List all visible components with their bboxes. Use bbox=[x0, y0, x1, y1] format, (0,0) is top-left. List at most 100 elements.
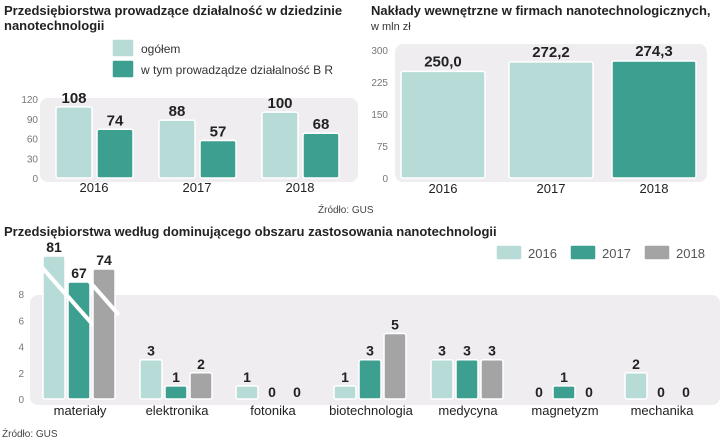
data-label: 2 bbox=[632, 356, 640, 372]
y-tick-label: 90 bbox=[27, 115, 39, 126]
data-label: 74 bbox=[96, 252, 112, 268]
y-tick-label: 2 bbox=[18, 369, 24, 380]
y-tick-label: 300 bbox=[371, 46, 388, 57]
data-label: 3 bbox=[463, 343, 471, 359]
x-tick-label: 2016 bbox=[429, 181, 458, 196]
legend-label: 2016 bbox=[528, 246, 557, 261]
bar-biotechnologia-2018 bbox=[383, 332, 407, 400]
bar-2018-br bbox=[302, 132, 340, 179]
y-tick-label: 0 bbox=[382, 174, 388, 185]
bar-2016-br bbox=[96, 128, 134, 179]
y-tick-label: 60 bbox=[27, 135, 39, 146]
chart3-source: Źródło: GUS bbox=[2, 429, 58, 440]
x-tick-label: mechanika bbox=[631, 403, 695, 418]
data-label: 3 bbox=[366, 343, 374, 359]
data-label: 81 bbox=[46, 239, 62, 255]
bar-medycyna-2017 bbox=[455, 358, 479, 400]
y-tick-label: 120 bbox=[21, 95, 38, 106]
x-tick-label: 2017 bbox=[183, 180, 212, 195]
data-label: 74 bbox=[107, 112, 124, 129]
x-tick-label: fotonika bbox=[250, 403, 296, 418]
data-label: 1 bbox=[560, 369, 568, 385]
data-label: 0 bbox=[268, 384, 276, 400]
data-label: 108 bbox=[61, 90, 86, 107]
chart2-title: Nakłady wewnętrzne w firmach nanotechnol… bbox=[371, 3, 711, 18]
legend-label-br: w tym prowadządze działalność B R bbox=[140, 63, 333, 77]
data-label: 0 bbox=[682, 384, 690, 400]
legend-swatch-br bbox=[111, 59, 135, 79]
data-label: 0 bbox=[293, 384, 301, 400]
bar-mechanika-2016 bbox=[624, 372, 648, 400]
data-label: 1 bbox=[341, 369, 349, 385]
data-label: 68 bbox=[313, 116, 330, 133]
x-tick-label: magnetyzm bbox=[531, 403, 598, 418]
data-label: 67 bbox=[71, 265, 87, 281]
data-label: 57 bbox=[210, 123, 227, 140]
data-label: 1 bbox=[243, 369, 251, 385]
data-label: 2 bbox=[197, 356, 205, 372]
y-tick-label: 30 bbox=[27, 154, 39, 165]
data-label: 274,3 bbox=[635, 43, 673, 60]
legend-swatch-2016 bbox=[495, 244, 523, 261]
data-label: 3 bbox=[488, 343, 496, 359]
x-tick-label: medycyna bbox=[438, 403, 498, 418]
legend-label: 2017 bbox=[602, 246, 631, 261]
bar-2016-total bbox=[55, 106, 93, 179]
data-label: 100 bbox=[267, 95, 292, 112]
data-label: 0 bbox=[585, 384, 593, 400]
bar-2018 bbox=[611, 60, 697, 179]
y-tick-label: 75 bbox=[377, 142, 389, 153]
bar-materiały-2017 bbox=[67, 281, 91, 400]
x-tick-label: 2018 bbox=[640, 181, 669, 196]
data-label: 250,0 bbox=[424, 53, 462, 70]
bar-materiały-2016 bbox=[42, 255, 66, 400]
data-label: 3 bbox=[147, 343, 155, 359]
bar-biotechnologia-2017 bbox=[358, 358, 382, 400]
legend-swatch-ogolem bbox=[111, 38, 135, 58]
y-tick-label: 150 bbox=[371, 110, 388, 121]
bar-fotonika-2016 bbox=[235, 385, 259, 400]
legend-swatch-2017 bbox=[569, 244, 597, 261]
bar-medycyna-2016 bbox=[430, 358, 454, 400]
data-label: 272,2 bbox=[532, 44, 570, 61]
bar-2018-total bbox=[261, 111, 299, 179]
data-label: 88 bbox=[169, 103, 186, 120]
data-label: 0 bbox=[657, 384, 665, 400]
axis-break-mark bbox=[62, 290, 96, 328]
y-tick-label: 8 bbox=[18, 290, 24, 301]
y-tick-label: 4 bbox=[18, 343, 24, 354]
x-tick-label: 2016 bbox=[80, 180, 109, 195]
bar-elektronika-2018 bbox=[189, 372, 213, 400]
legend-label: 2018 bbox=[676, 246, 705, 261]
data-label: 3 bbox=[438, 343, 446, 359]
bar-medycyna-2018 bbox=[480, 358, 504, 400]
y-tick-label: 6 bbox=[18, 316, 24, 327]
x-tick-label: elektronika bbox=[146, 403, 210, 418]
x-tick-label: biotechnologia bbox=[329, 403, 414, 418]
chart1-title: Przedsiębiorstwa prowadzące działalność … bbox=[4, 3, 343, 33]
bar-2017-total bbox=[158, 119, 196, 179]
legend-label-ogolem: ogółem bbox=[141, 42, 180, 56]
data-label: 5 bbox=[391, 317, 399, 333]
bar-elektronika-2017 bbox=[164, 385, 188, 400]
x-tick-label: 2017 bbox=[537, 181, 566, 196]
legend-swatch-2018 bbox=[643, 244, 671, 261]
bar-2017 bbox=[508, 61, 594, 179]
x-tick-label: 2018 bbox=[286, 180, 315, 195]
chart2-subtitle: w mln zł bbox=[371, 21, 411, 33]
bar-magnetyzm-2017 bbox=[552, 385, 576, 400]
data-label: 0 bbox=[535, 384, 543, 400]
y-tick-label: 0 bbox=[18, 395, 24, 406]
x-tick-label: materiały bbox=[54, 403, 107, 418]
y-tick-label: 0 bbox=[32, 174, 38, 185]
bar-elektronika-2016 bbox=[139, 358, 163, 400]
bar-2016 bbox=[400, 70, 486, 179]
bar-2017-br bbox=[199, 139, 237, 179]
chart3-title: Przedsiębiorstwa według dominującego obs… bbox=[4, 224, 497, 239]
chart1-source: Źródło: GUS bbox=[318, 205, 374, 216]
axis-break-mark bbox=[87, 279, 121, 317]
data-label: 1 bbox=[172, 369, 180, 385]
y-tick-label: 225 bbox=[371, 78, 388, 89]
